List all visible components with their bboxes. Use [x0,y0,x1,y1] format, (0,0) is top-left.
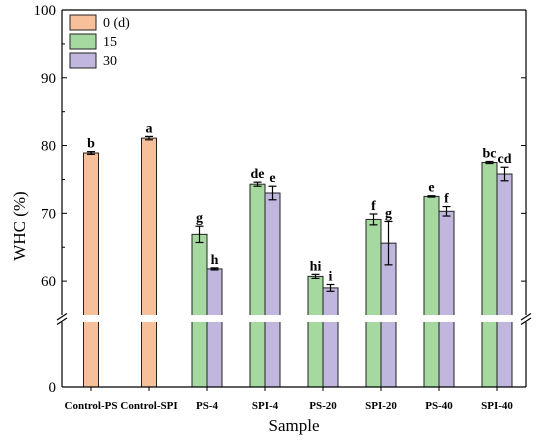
bar-PS-4-30 [206,268,223,388]
y-tick-label: 90 [41,71,56,87]
bar-PS-20-30 [322,287,339,388]
axis-break-slash [520,317,532,326]
bar-PS-40-30 [438,210,455,388]
bar-SPI-20-15 [365,218,382,388]
significance-label: bc [483,146,497,161]
axes: Control-PS Control-SPI PS-4 SPI-4 PS-20 SPI-2… [34,3,534,412]
bar-Control-SPI-0 (d) [141,137,157,388]
y-tick-label: 60 [41,274,56,290]
bar-SPI-40-15 [481,162,498,388]
significance-label: a [146,121,153,136]
legend-label: 15 [103,35,117,50]
bar-Control-PS-0 (d) [83,152,99,388]
significance-label: e [428,181,434,196]
significance-label: h [211,253,219,268]
y-axis-title: WHC (%) [10,191,29,260]
bar-SPI-40-30 [496,173,513,388]
x-axis-title: Sample [269,416,320,435]
significance-label: de [251,167,265,182]
significance-label: f [371,199,376,214]
x-tick-label: Control-SPI [120,400,177,412]
legend-label: 30 [103,54,117,69]
legend: 0 (d) 15 30 [69,14,130,69]
x-tick-label: SPI-20 [365,400,397,412]
bars-layer [83,135,513,388]
x-tick-label: PS-20 [309,400,337,412]
x-tick-label: SPI-40 [481,400,513,412]
bar-PS-40-15 [423,195,440,388]
y-tick-label: 70 [41,206,56,222]
axis-break-gap [54,315,534,322]
axis-break-slash [56,312,68,321]
significance-label: g [385,206,392,221]
legend-swatch-15 [69,33,97,50]
legend-swatch-0 (d) [69,14,97,31]
x-tick-label: SPI-4 [252,400,279,412]
x-tick-label: PS-40 [425,400,453,412]
axis-break-slash [56,317,68,326]
significance-label: e [269,171,275,186]
y-tick-label: 80 [41,139,56,155]
axis-break-slash [520,312,532,321]
significance-label: g [196,211,203,226]
bar-SPI-4-15 [249,183,266,388]
legend-swatch-30 [69,52,97,69]
significance-label: hi [310,259,322,274]
legend-label: 0 (d) [103,16,130,31]
significance-label: i [329,270,333,285]
bar-SPI-4-30 [264,192,281,388]
significance-label: f [444,192,449,207]
y-tick-label: 0 [49,380,57,396]
y-tick-label: 100 [34,3,57,19]
significance-label: cd [498,152,512,167]
bar-PS-4-15 [191,233,208,388]
bar-PS-20-15 [307,275,324,388]
x-tick-label: PS-4 [196,400,219,412]
significance-label: b [87,137,95,152]
x-tick-label: Control-PS [65,400,118,412]
